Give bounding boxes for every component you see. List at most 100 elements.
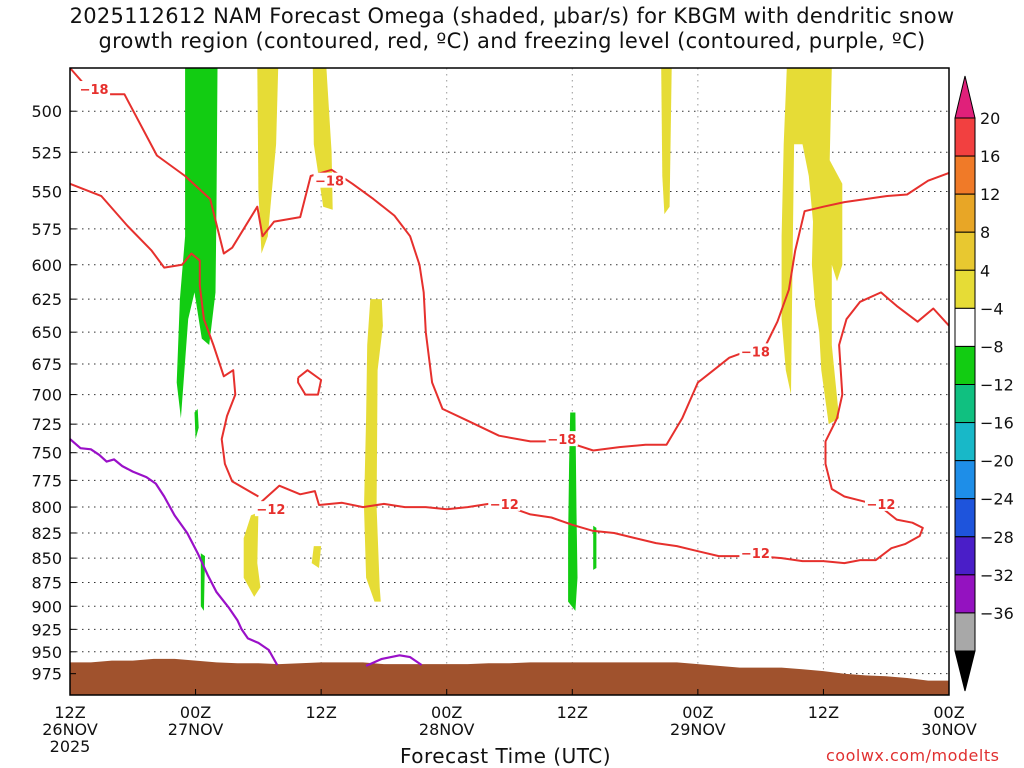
omega-region-yellow — [364, 299, 383, 602]
y-tick-label: 700 — [31, 386, 62, 405]
plot-area: −18 −18 −18 −18 −12 −12 −12 −12 — [69, 67, 950, 696]
colorbar-segment — [954, 574, 976, 614]
y-tick-label: 850 — [31, 549, 62, 568]
y-tick-label: 575 — [31, 220, 62, 239]
contour-label-background — [254, 501, 287, 517]
x-tick-line: 12Z — [54, 703, 85, 722]
x-tick-line: 12Z — [808, 703, 839, 722]
y-tick-label: 600 — [31, 256, 62, 275]
contour-label: −18 — [547, 433, 576, 448]
omega-region-yellow — [661, 68, 672, 215]
contour-label: −18 — [80, 83, 109, 98]
dgz-contour — [260, 291, 950, 565]
ground-polygon — [70, 658, 949, 695]
x-tick-label: 12Z — [808, 703, 839, 722]
colorbar-label: 16 — [980, 147, 1000, 166]
colorbar-bottom-arrow — [954, 650, 976, 692]
x-tick-label: 12Z — [305, 703, 336, 722]
freezing-level-contours — [69, 438, 423, 667]
credit-text: coolwx.com/modelts — [826, 746, 1000, 765]
colorbar-label: −36 — [980, 604, 1014, 623]
x-tick-label: 00Z 28NOV — [419, 703, 475, 739]
dgz-contour — [69, 182, 259, 498]
x-tick-label: 12Z — [557, 703, 588, 722]
colorbar-label: −20 — [980, 452, 1014, 471]
contour-label-background — [78, 81, 111, 97]
omega-region-yellow — [257, 68, 279, 254]
y-tick-label: 525 — [31, 143, 62, 162]
y-tick-label: 800 — [31, 498, 62, 517]
colorbar-segment — [954, 117, 976, 157]
x-tick-label: 00Z 29NOV — [670, 703, 726, 739]
colorbar-label: −4 — [980, 299, 1004, 318]
x-axis-title: Forecast Time (UTC) — [400, 744, 612, 768]
contour-label: −18 — [741, 345, 770, 360]
colorbar-label: −24 — [980, 490, 1014, 509]
colorbar-segment — [954, 422, 976, 462]
colorbar-segment — [954, 460, 976, 500]
omega-region-green — [194, 408, 199, 440]
contour-label-background — [739, 343, 772, 359]
y-tick-label: 825 — [31, 524, 62, 543]
colorbar: 20 16 12 8 4 −4 −8 −12 −16 −20 −24 −28 −32 −36 — [954, 75, 1014, 692]
dgz-contours — [69, 67, 950, 565]
dgz-contour — [297, 369, 323, 396]
ground — [70, 658, 949, 695]
colorbar-label: 20 — [980, 109, 1000, 128]
chart-title: 2025112612 NAM Forecast Omega (shaded, μ… — [69, 4, 955, 53]
freezing-level-contour — [365, 654, 423, 667]
dgz-contour — [69, 67, 950, 452]
y-tick-label: 900 — [31, 597, 62, 616]
contour-label-background — [545, 431, 578, 447]
colorbar-segment — [954, 269, 976, 309]
x-tick-line: 28NOV — [419, 720, 475, 739]
x-tick-line: 12Z — [557, 703, 588, 722]
x-tick-line: 29NOV — [670, 720, 726, 739]
colorbar-segment — [954, 536, 976, 576]
colorbar-label: 8 — [980, 223, 990, 242]
y-tick-label: 500 — [31, 102, 62, 121]
plot-border — [69, 67, 950, 696]
colorbar-label: −32 — [980, 566, 1014, 585]
colorbar-segment — [954, 155, 976, 195]
colorbar-segment — [954, 307, 976, 347]
contour-label: −12 — [490, 498, 519, 513]
y-tick-label: 875 — [31, 574, 62, 593]
colorbar-label: 12 — [980, 185, 1000, 204]
omega-region-yellow — [311, 546, 322, 568]
contour-label-background — [739, 545, 772, 561]
omega-region-green — [568, 412, 578, 611]
contour-label: −12 — [256, 503, 285, 518]
y-tick-label: 550 — [31, 182, 62, 201]
colorbar-segment — [954, 612, 976, 652]
freezing-level-contour — [69, 438, 279, 666]
omega-region-green — [593, 525, 597, 570]
x-tick-line: 2025 — [50, 737, 91, 756]
y-tick-label: 975 — [31, 665, 62, 684]
colorbar-label: −12 — [980, 376, 1014, 395]
contour-label: −12 — [866, 498, 895, 513]
x-tick-label: 00Z 30NOV — [921, 703, 977, 739]
contour-label-background — [864, 495, 897, 511]
y-tick-label: 725 — [31, 415, 62, 434]
y-tick-label: 650 — [31, 323, 62, 342]
y-tick-label: 675 — [31, 355, 62, 374]
contour-label-background — [488, 495, 521, 511]
x-axis: 12Z 26NOV 2025 00Z 27NOV 12Z 00Z 28NOV 12Z 00Z 29N… — [42, 689, 977, 756]
colorbar-label: 4 — [980, 261, 990, 280]
colorbar-top-arrow — [954, 75, 976, 119]
y-tick-label: 775 — [31, 471, 62, 490]
colorbar-label: −28 — [980, 528, 1014, 547]
y-axis: 500 525 550 575 600 625 650 675 700 725 750 775 800 8… — [31, 102, 76, 684]
colorbar-segment — [954, 193, 976, 233]
y-tick-label: 750 — [31, 444, 62, 463]
x-tick-line: 00Z — [431, 703, 462, 722]
x-tick-label: 12Z 26NOV 2025 — [42, 703, 98, 756]
contour-label: −12 — [741, 547, 770, 562]
contour-label-background — [313, 172, 346, 188]
x-tick-line: 30NOV — [921, 720, 977, 739]
x-tick-line: 27NOV — [168, 720, 224, 739]
omega-region-yellow — [243, 512, 261, 597]
colorbar-label: −16 — [980, 414, 1014, 433]
